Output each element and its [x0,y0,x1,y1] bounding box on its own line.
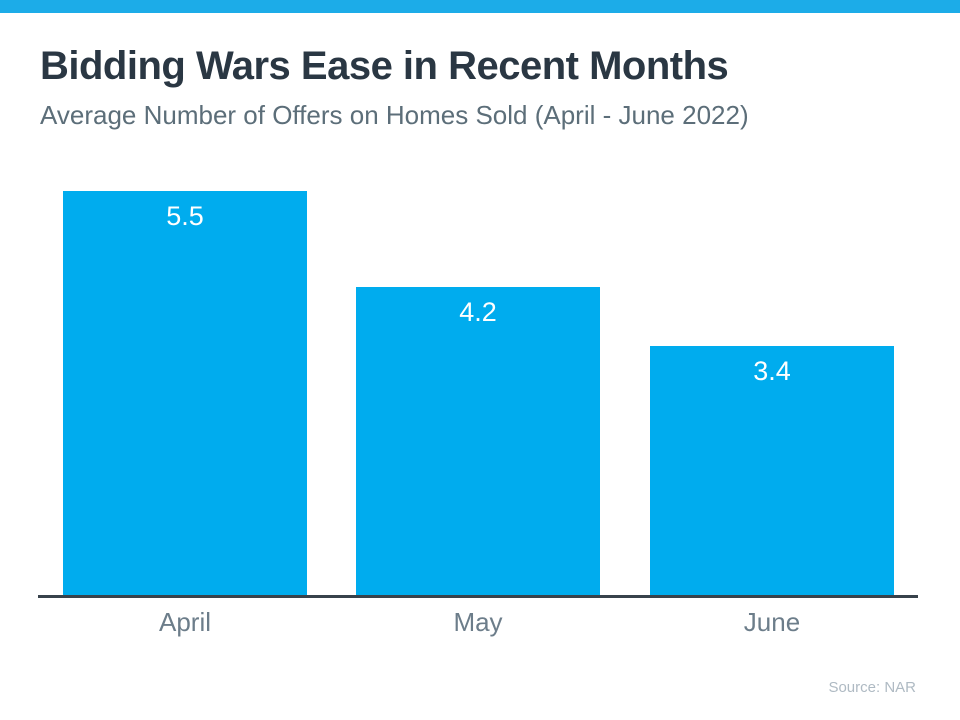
category-label-june: June [743,607,801,637]
bar-may: 4.2 [356,287,600,597]
source-note: Source: NAR [828,679,916,696]
bar-april: 5.5 [63,191,307,597]
bar-value-label: 4.2 [459,297,497,327]
bar-june: 3.4 [650,346,894,597]
chart-subtitle: Average Number of Offers on Homes Sold (… [40,100,749,130]
top-accent-bar [0,0,960,13]
x-axis-line [38,595,918,598]
category-label-april: April [158,607,211,637]
bar-value-label: 3.4 [753,356,791,386]
category-label-may: May [453,607,503,637]
chart-title: Bidding Wars Ease in Recent Months [40,44,729,88]
bar-value-label: 5.5 [166,201,204,231]
